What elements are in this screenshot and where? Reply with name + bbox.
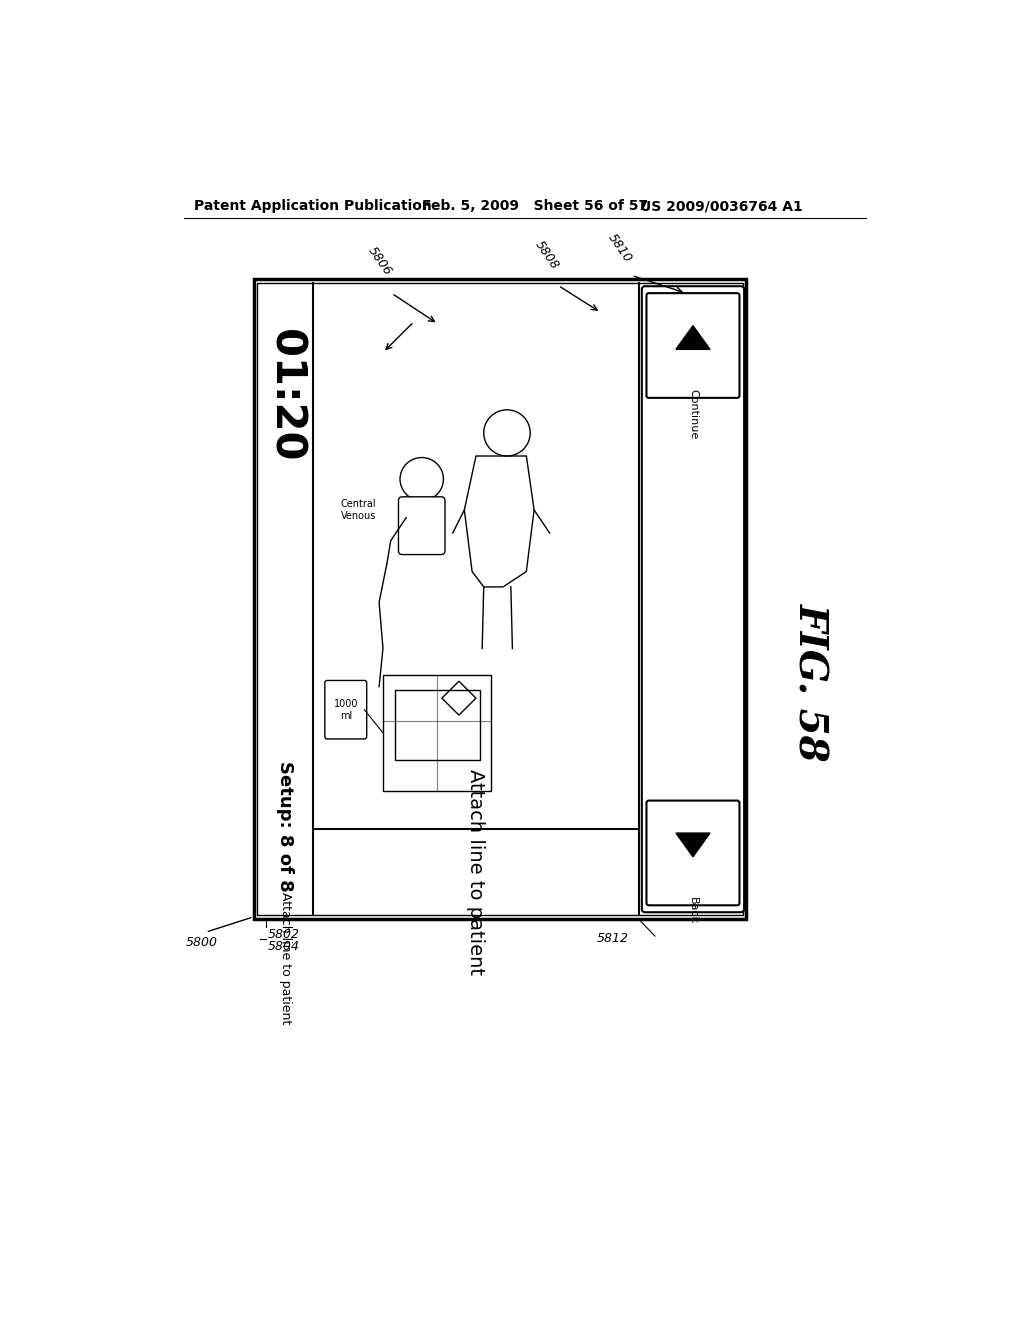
- Polygon shape: [676, 833, 710, 857]
- Text: 5802: 5802: [267, 928, 299, 941]
- Text: Attach line to patient: Attach line to patient: [467, 770, 485, 975]
- FancyBboxPatch shape: [398, 496, 445, 554]
- Text: 5810: 5810: [605, 231, 635, 264]
- Text: Feb. 5, 2009   Sheet 56 of 57: Feb. 5, 2009 Sheet 56 of 57: [423, 199, 648, 213]
- Text: 01:20: 01:20: [264, 330, 306, 462]
- Text: Continue: Continue: [688, 389, 698, 440]
- Text: 5806: 5806: [366, 244, 394, 277]
- Bar: [254, 280, 746, 919]
- Text: Central
Venous: Central Venous: [340, 499, 376, 520]
- Bar: [257, 284, 742, 915]
- Text: 5800: 5800: [186, 936, 218, 949]
- Bar: [383, 675, 492, 791]
- FancyBboxPatch shape: [325, 681, 367, 739]
- Text: US 2009/0036764 A1: US 2009/0036764 A1: [640, 199, 802, 213]
- Text: Back: Back: [688, 896, 698, 924]
- FancyBboxPatch shape: [642, 286, 744, 912]
- Text: 5804: 5804: [267, 940, 299, 953]
- Text: Attach line to patient: Attach line to patient: [279, 892, 292, 1024]
- Text: Setup: 8 of 8: Setup: 8 of 8: [276, 762, 294, 892]
- Text: Patent Application Publication: Patent Application Publication: [194, 199, 432, 213]
- Text: 5812: 5812: [597, 932, 629, 945]
- Polygon shape: [676, 326, 710, 350]
- FancyBboxPatch shape: [646, 293, 739, 397]
- Text: FIG. 58: FIG. 58: [791, 603, 829, 762]
- Bar: [394, 690, 480, 760]
- Text: 5808: 5808: [532, 239, 561, 272]
- Text: 1000
ml: 1000 ml: [334, 698, 358, 721]
- FancyBboxPatch shape: [646, 800, 739, 906]
